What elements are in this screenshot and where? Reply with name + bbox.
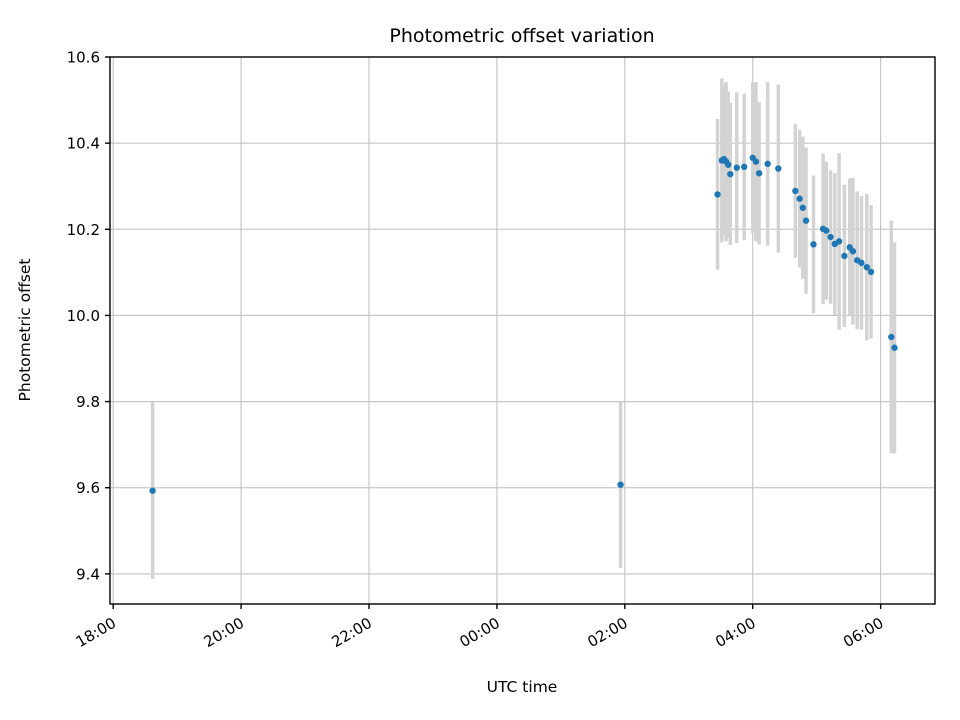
x-tick-label: 02:00: [584, 614, 630, 651]
data-point: [863, 263, 870, 271]
data-point: [727, 170, 734, 178]
y-tick-label: 9.8: [76, 393, 100, 411]
data-point: [867, 268, 875, 276]
x-tick-label: 00:00: [456, 614, 502, 651]
data-point: [775, 165, 782, 172]
data-point: [849, 248, 857, 255]
data-point: [741, 163, 748, 171]
y-tick-label: 10.2: [67, 221, 100, 239]
data-point: [764, 160, 771, 168]
chart-title: Photometric offset variation: [389, 25, 654, 47]
data-point: [858, 259, 865, 267]
data-point: [796, 195, 803, 202]
data-point: [752, 158, 760, 165]
data-point: [714, 191, 721, 198]
data-point: [835, 238, 843, 245]
x-axis-label: UTC time: [487, 678, 558, 696]
data-point: [823, 227, 830, 234]
error-bars: [150, 78, 897, 580]
grid: [110, 56, 935, 604]
data-point: [802, 217, 810, 224]
plot-frame: [109, 56, 936, 605]
y-tick-label: 10.6: [67, 49, 100, 67]
x-tick-label: 22:00: [329, 614, 375, 651]
data-point: [792, 187, 799, 195]
y-tick-label: 10.0: [67, 307, 100, 325]
x-tick-label: 20:00: [201, 614, 247, 651]
x-tick-label: 06:00: [840, 614, 886, 651]
data-point: [810, 241, 817, 248]
data-point: [725, 161, 732, 168]
data-point: [755, 170, 763, 177]
y-tick-label: 10.4: [67, 135, 100, 153]
tick-labels: 18:00 20:00 22:00 00:00 02:00 04:00 06:00 9.4 9.…: [67, 49, 887, 652]
data-point: [827, 233, 834, 241]
data-point: [841, 252, 848, 260]
tick-marks: [105, 56, 882, 609]
x-tick-label: 04:00: [712, 614, 758, 651]
y-tick-label: 9.4: [76, 565, 100, 583]
y-axis-label: Photometric offset: [16, 259, 34, 402]
data-point: [799, 204, 807, 211]
axes-frame: [109, 56, 936, 605]
data-point: [891, 344, 898, 351]
x-tick-label: 18:00: [73, 614, 119, 651]
y-tick-label: 9.6: [76, 479, 100, 497]
data-point: [733, 164, 740, 171]
data-point: [888, 333, 895, 341]
data-points: [149, 154, 898, 494]
data-point: [149, 487, 156, 494]
data-point: [617, 481, 624, 488]
